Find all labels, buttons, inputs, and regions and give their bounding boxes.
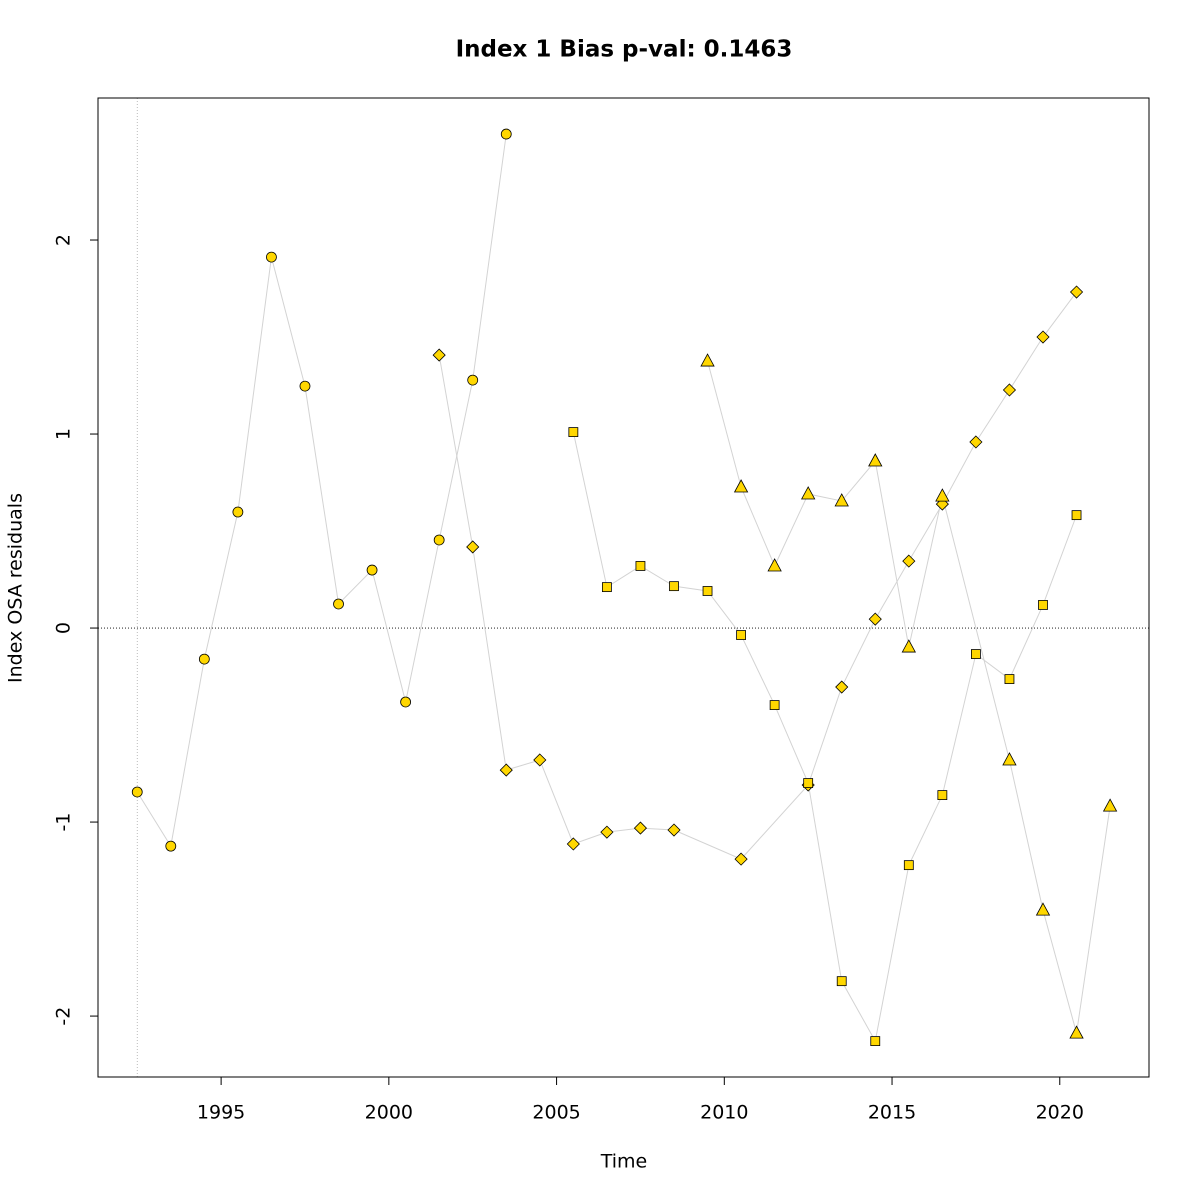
y-tick-label: -1 xyxy=(53,813,75,832)
point xyxy=(834,493,849,507)
point xyxy=(836,976,847,987)
y-axis-label: Index OSA residuals xyxy=(5,493,27,683)
x-tick-label: 1995 xyxy=(197,1102,245,1124)
point xyxy=(935,488,950,502)
x-tick-label: 2000 xyxy=(365,1102,413,1124)
series-line xyxy=(136,134,507,848)
point xyxy=(366,564,378,576)
point xyxy=(432,348,446,362)
point xyxy=(1069,1025,1084,1039)
point xyxy=(733,479,749,493)
point xyxy=(466,540,480,554)
point xyxy=(969,435,983,449)
chart-title: Index 1 Bias p-val: 0.1463 xyxy=(456,37,793,63)
point xyxy=(971,649,981,659)
x-tick-label: 2005 xyxy=(532,1102,580,1124)
point xyxy=(1038,600,1048,610)
point xyxy=(299,380,311,392)
y-tick-label: 1 xyxy=(53,428,75,440)
point xyxy=(601,582,612,593)
point xyxy=(600,825,614,839)
point xyxy=(870,1036,881,1047)
point xyxy=(903,860,914,871)
point xyxy=(769,700,780,710)
point xyxy=(868,612,882,626)
plot-frame xyxy=(97,97,1150,1078)
point xyxy=(533,753,547,767)
series-line xyxy=(707,360,1111,1034)
y-tick-label: -2 xyxy=(53,1007,75,1026)
x-axis-label: Time xyxy=(600,1151,648,1173)
series-line xyxy=(438,291,1077,860)
point xyxy=(669,581,679,592)
point xyxy=(467,374,479,386)
point xyxy=(499,763,513,777)
point xyxy=(1069,285,1084,299)
x-tick-label: 2020 xyxy=(1036,1102,1084,1124)
point xyxy=(901,639,916,653)
point xyxy=(1002,752,1017,766)
point xyxy=(633,821,648,835)
point xyxy=(266,251,277,263)
point xyxy=(736,630,746,640)
point xyxy=(1071,510,1082,521)
point xyxy=(700,353,715,367)
point xyxy=(568,427,579,437)
point xyxy=(767,558,782,572)
point xyxy=(702,586,713,596)
point xyxy=(500,128,512,140)
point xyxy=(635,561,646,571)
point xyxy=(667,823,681,837)
point xyxy=(165,840,177,852)
point xyxy=(835,680,849,694)
point xyxy=(800,486,816,500)
point xyxy=(902,554,916,568)
point xyxy=(1035,902,1051,916)
point xyxy=(1002,383,1017,397)
point xyxy=(1004,674,1015,684)
point xyxy=(198,653,210,665)
point xyxy=(1036,330,1050,344)
point xyxy=(803,778,814,788)
point xyxy=(131,786,143,798)
point xyxy=(232,506,244,518)
point xyxy=(433,534,445,546)
y-tick-label: 2 xyxy=(53,234,75,246)
point xyxy=(400,696,412,708)
point xyxy=(1102,798,1118,812)
x-tick-label: 2010 xyxy=(700,1102,748,1124)
series-line xyxy=(572,431,1078,1043)
y-tick-label: 0 xyxy=(53,622,75,634)
point xyxy=(333,598,344,610)
point xyxy=(734,852,748,866)
point xyxy=(937,790,948,800)
point xyxy=(868,453,883,467)
x-tick-label: 2015 xyxy=(868,1102,916,1124)
point xyxy=(566,837,580,851)
